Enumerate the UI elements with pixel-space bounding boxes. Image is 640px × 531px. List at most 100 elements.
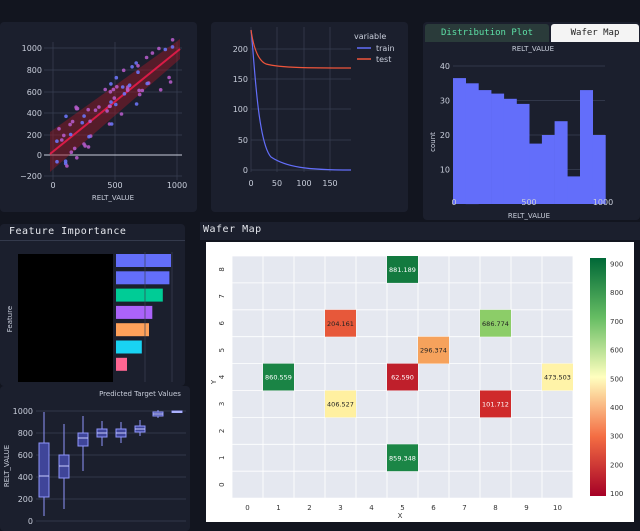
loss-ytick: 100 (233, 105, 248, 114)
wafer-ytick: 2 (218, 429, 226, 433)
distribution-xtick: 0 (451, 198, 456, 207)
heatmap-cell[interactable] (480, 390, 511, 418)
wafer-xtick: 2 (307, 504, 311, 512)
wafer-ytick: 5 (218, 348, 226, 352)
regression-point (137, 88, 141, 93)
colorbar-tick: 900 (610, 261, 623, 269)
regression-ytick: 800 (27, 66, 42, 75)
wafer-ytick: 0 (218, 482, 226, 486)
heatmap-cell-label: 473.503 (544, 374, 571, 382)
wafer-xtick: 9 (524, 504, 528, 512)
regression-point (57, 127, 61, 131)
regression-point (158, 88, 163, 92)
regression-point (122, 92, 127, 96)
regression-point (114, 102, 118, 107)
regression-point (62, 133, 66, 138)
regression-point (105, 109, 109, 113)
regression-xtick: 0 (50, 181, 55, 190)
regression-point (134, 61, 138, 65)
heatmap-cell[interactable] (418, 336, 449, 364)
tab-wafer-map[interactable]: Wafer Map (551, 24, 639, 42)
regression-point (157, 46, 161, 51)
box-shape (77, 432, 89, 447)
heatmap-cell-label: 406.527 (327, 400, 354, 408)
loss-panel: 200 150 100 50 0 0 50 100 150 variable train te… (211, 22, 408, 212)
colorbar-tick: 200 (610, 461, 623, 469)
regression-ytick: 400 (27, 109, 42, 118)
box-ytick: 0 (28, 517, 33, 526)
distribution-ytick: 40 (440, 62, 450, 71)
colorbar-tick: 600 (610, 347, 623, 355)
loss-test-line (250, 29, 352, 69)
heatmap-cell-label: 860.559 (265, 374, 292, 382)
regression-xtick: 1000 (167, 181, 187, 190)
regression-point (109, 82, 113, 86)
feature-importance-bar (116, 288, 163, 302)
tab-distribution-plot[interactable]: Distribution Plot (425, 24, 549, 42)
box-ylabel: RELT_VALUE (3, 445, 11, 487)
colorbar-tick: 100 (610, 490, 623, 498)
regression-point (55, 139, 59, 143)
regression-point (70, 119, 75, 124)
regression-point (88, 119, 92, 124)
feature-importance-bar (116, 305, 153, 319)
wafer-ytick: 7 (218, 294, 226, 298)
legend-train-label[interactable]: train (376, 44, 395, 53)
wafer-xtick: 8 (493, 504, 497, 512)
regression-point (150, 51, 155, 55)
distribution-bar (541, 135, 555, 204)
regression-point (109, 122, 114, 126)
feature-importance-header: Feature Importance (9, 226, 127, 237)
colorbar-tick: 300 (610, 433, 623, 441)
regression-point (69, 150, 74, 154)
regression-chart: 1000 800 600 400 200 0 −200 0 500 1000 RELT_VALU… (20, 38, 187, 202)
heatmap-cell[interactable] (325, 390, 356, 418)
regression-point (137, 92, 142, 97)
regression-line (49, 48, 181, 155)
regression-point (107, 104, 112, 108)
regression-point (74, 105, 78, 109)
colorbar-tick: 400 (610, 404, 623, 412)
regression-ytick: 600 (27, 88, 42, 97)
regression-point (130, 65, 134, 69)
distribution-bar (465, 83, 479, 205)
regression-ytick: −200 (20, 172, 42, 181)
wafer-header-strip: Wafer Map (200, 222, 640, 240)
regression-point (72, 146, 77, 151)
heatmap-cell[interactable] (325, 309, 356, 337)
wafer-xtick: 3 (338, 504, 342, 512)
regression-point (112, 96, 117, 100)
heatmap-cell[interactable] (387, 363, 418, 391)
wafer-map-panel: 881.189 204.161 686.774 296.374 860.559 62.59… (206, 242, 634, 522)
regression-point (115, 85, 119, 89)
distribution-ylabel: count (429, 132, 437, 152)
distribution-panel: Distribution Plot Wafer Map RELT_VALUE 4… (423, 22, 640, 220)
feature-importance-bar (116, 357, 127, 371)
regression-point (170, 38, 175, 42)
regression-point (136, 64, 140, 68)
wafer-ytick: 6 (218, 320, 226, 325)
heatmap-cell-label: 686.774 (482, 320, 509, 328)
heatmap-cell[interactable] (542, 363, 573, 391)
box-panel: Predicted Target Values 1000 800 600 400 200… (0, 386, 190, 531)
box-ytick: 400 (18, 473, 33, 482)
regression-point (144, 55, 149, 60)
legend-test-label[interactable]: test (376, 55, 391, 64)
header-divider (0, 240, 185, 241)
loss-xtick: 150 (322, 179, 337, 188)
loss-xtick: 100 (296, 179, 311, 188)
wafer-ytick: 8 (218, 267, 226, 271)
feature-importance-panel: Feature Importance Feature (0, 224, 185, 386)
regression-point (103, 87, 107, 92)
heatmap-cell-label: 62.590 (391, 374, 414, 382)
heatmap-cell[interactable] (263, 363, 294, 391)
loss-ytick: 0 (243, 166, 248, 175)
regression-point (111, 87, 116, 92)
regression-point (145, 81, 149, 86)
heatmap-cell[interactable] (387, 256, 418, 283)
distribution-bar (567, 176, 581, 204)
box-ytick: 800 (18, 429, 33, 438)
heatmap-cell[interactable] (480, 309, 511, 337)
heatmap-cell[interactable] (387, 444, 418, 472)
regression-xtick: 500 (107, 181, 122, 190)
